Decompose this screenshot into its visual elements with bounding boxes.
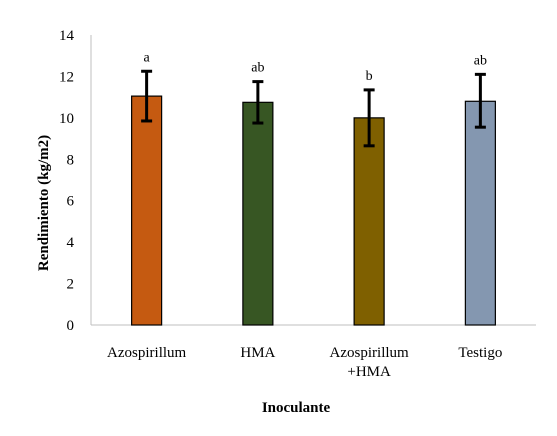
significance-letter: ab bbox=[251, 61, 264, 76]
y-axis-title: Rendimiento (kg/m2) bbox=[36, 135, 52, 271]
bar bbox=[242, 101, 274, 326]
y-tick-label: 0 bbox=[67, 318, 75, 334]
bar bbox=[131, 95, 163, 326]
x-category-label: Testigo bbox=[458, 345, 502, 361]
y-tick-label: 14 bbox=[59, 28, 75, 44]
x-category-label: +HMA bbox=[347, 364, 391, 380]
bar bbox=[353, 117, 385, 326]
y-tick-label: 10 bbox=[59, 111, 74, 127]
x-category-label: Azospirillum bbox=[107, 345, 186, 361]
significance-letter: b bbox=[366, 69, 373, 84]
significance-letter: ab bbox=[474, 53, 487, 68]
bar bbox=[464, 100, 496, 326]
x-category-label: Azospirillum bbox=[330, 345, 409, 361]
y-tick-label: 8 bbox=[67, 152, 75, 168]
x-category-label: HMA bbox=[240, 345, 275, 361]
x-axis-title: Inoculante bbox=[262, 400, 331, 416]
y-tick-label: 12 bbox=[59, 69, 74, 85]
y-tick-label: 4 bbox=[67, 235, 75, 251]
y-tick-label: 2 bbox=[67, 277, 75, 293]
significance-letter: a bbox=[144, 50, 151, 65]
y-tick-label: 6 bbox=[67, 194, 75, 210]
